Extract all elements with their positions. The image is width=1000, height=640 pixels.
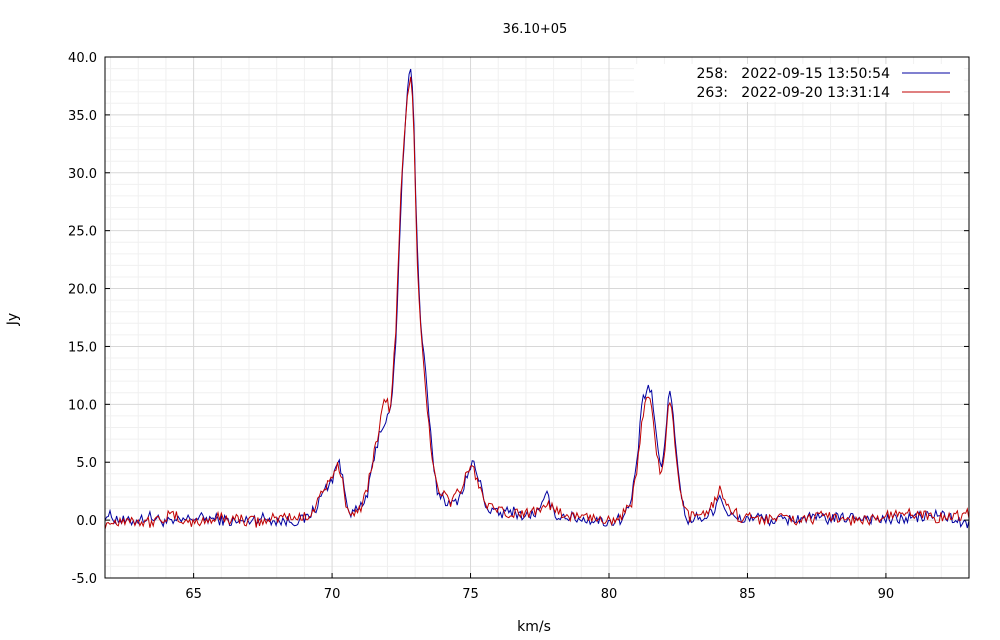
plot-background xyxy=(105,57,969,578)
series-line-1 xyxy=(104,76,970,530)
legend-background xyxy=(634,83,964,102)
y-tick-label: 5.0 xyxy=(76,456,97,471)
x-axis-label: km/s xyxy=(517,619,551,635)
x-tick-label: 65 xyxy=(185,587,202,602)
legend: 258: 2022-09-15 13:50:54 263: 2022-09-20 … xyxy=(634,64,964,102)
y-tick-label: 40.0 xyxy=(68,51,97,66)
legend-background xyxy=(634,64,964,83)
legend-entry-label: 258: 2022-09-15 13:50:54 xyxy=(697,66,891,82)
y-tick-label: 30.0 xyxy=(68,167,97,182)
x-axis: 65 70 75 80 85 90 xyxy=(185,573,894,602)
y-axis: -5.0 0.0 5.0 10.0 15.0 20.0 25.0 30.0 35.0 40.0 xyxy=(68,51,969,587)
chart-title: 36.10+05 xyxy=(503,22,568,37)
x-tick-label: 85 xyxy=(739,587,756,602)
y-axis-label: Jy xyxy=(5,313,21,326)
plot-frame xyxy=(104,56,970,579)
x-tick-label: 80 xyxy=(601,587,618,602)
x-tick-label: 75 xyxy=(462,587,479,602)
y-tick-label: -5.0 xyxy=(72,572,97,587)
y-tick-label: 25.0 xyxy=(68,225,97,240)
y-tick-label: 20.0 xyxy=(68,283,97,298)
legend-entry-label: 263: 2022-09-20 13:31:14 xyxy=(697,85,891,101)
y-tick-label: 15.0 xyxy=(68,340,97,355)
y-tick-label: 10.0 xyxy=(68,398,97,413)
y-tick-label: 0.0 xyxy=(76,514,97,529)
y-tick-label: 35.0 xyxy=(68,109,97,124)
x-tick-label: 90 xyxy=(878,587,895,602)
series-layer xyxy=(104,68,970,530)
x-tick-label: 70 xyxy=(324,587,341,602)
minor-grid xyxy=(105,57,970,578)
